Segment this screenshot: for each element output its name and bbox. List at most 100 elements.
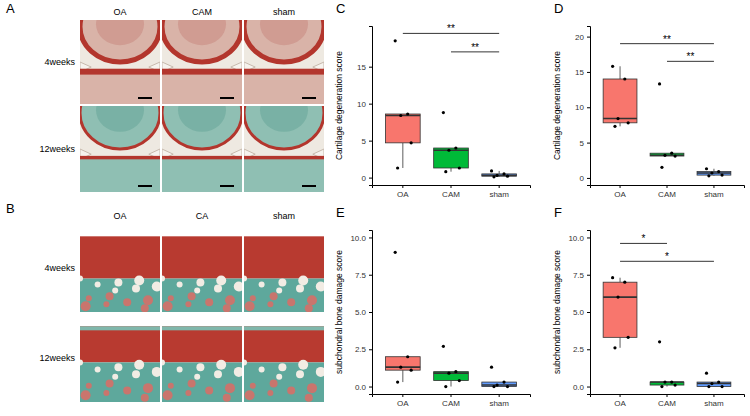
data-point: [658, 82, 661, 85]
y-tick-mark: [587, 349, 590, 350]
x-axis: OA CAM sham: [373, 394, 531, 408]
y-tick-label: 10: [575, 103, 584, 112]
data-point: [490, 169, 493, 172]
histology-image: [80, 314, 160, 402]
x-tick-label: OA: [614, 190, 626, 199]
marrow-cell: [276, 374, 282, 380]
tibia-cartilage: [162, 156, 242, 159]
y-tick: 10.0: [568, 234, 590, 243]
marrow-cell: [234, 367, 242, 377]
significance-label: **: [663, 34, 671, 45]
whisker-high: [620, 66, 621, 79]
data-point: [707, 174, 710, 177]
cartilage-layer: [162, 326, 242, 362]
data-point: [720, 385, 723, 388]
tibia: [162, 70, 242, 104]
image-background: [162, 314, 242, 402]
data-point: [674, 154, 677, 157]
data-point: [442, 111, 445, 114]
y-axis-title: subchondral bone damage score: [334, 250, 344, 374]
y-tick-label: 20: [575, 33, 584, 42]
marrow-cell: [267, 301, 273, 307]
panel-letter: B: [6, 201, 15, 216]
box-body: [697, 172, 731, 176]
x-tick-label: CAM: [442, 399, 460, 408]
data-point: [394, 251, 397, 254]
data-point: [705, 167, 708, 170]
marrow-cell: [132, 370, 140, 378]
data-point: [611, 276, 614, 279]
box: [650, 153, 684, 156]
scale-bar: [220, 185, 234, 187]
marrow-cell: [188, 379, 196, 387]
y-tick: 20: [575, 33, 590, 42]
femur-marrow: [96, 106, 144, 132]
median: [697, 383, 731, 385]
y-tick: 7.5: [573, 271, 590, 280]
column-label: OA: [113, 7, 126, 17]
histology-image: [162, 106, 242, 192]
femur: [244, 106, 324, 149]
histology-image: [244, 314, 324, 402]
y-tick-label: 15: [575, 68, 584, 77]
y-tick: 15: [575, 68, 590, 77]
marrow-cell: [106, 292, 114, 300]
x-tick: sham: [489, 394, 509, 408]
marrow-cell: [267, 390, 273, 396]
marrow-cell: [196, 279, 204, 287]
marrow-cell: [287, 387, 295, 395]
x-tick-label: sham: [489, 399, 509, 408]
marrow-cell: [163, 301, 173, 311]
tibia: [244, 70, 324, 104]
femur-marrow: [178, 106, 226, 132]
y-tick-label: 2.5: [573, 345, 585, 354]
y-tick-label: 0: [580, 174, 585, 183]
x-tick-label: OA: [397, 190, 409, 199]
y-tick-label: 10: [357, 100, 366, 109]
x-tick-mark: [402, 394, 403, 397]
y-tick-label: 5.0: [355, 308, 367, 317]
y-tick-mark: [587, 37, 590, 38]
y-tick-label: 5: [362, 137, 367, 146]
marrow-cell: [250, 383, 256, 389]
y-tick-label: 2.5: [355, 345, 367, 354]
marrow-cell: [296, 285, 304, 293]
data-point: [670, 380, 673, 383]
median: [603, 296, 637, 298]
data-point: [710, 171, 713, 174]
femur-marrow: [96, 20, 144, 45]
surface-fibrillation: [244, 326, 324, 330]
column-label: sham: [273, 211, 295, 221]
tibia-cartilage: [80, 156, 160, 159]
y-tick: 10.0: [350, 234, 372, 243]
chart-panel: D05101520OACAMshamCartilage degeneration…: [552, 1, 745, 199]
x-tick-label: sham: [704, 190, 724, 199]
x-tick-mark: [620, 185, 621, 188]
x-tick-label: CAM: [658, 190, 676, 199]
y-tick-label: 0.0: [573, 383, 585, 392]
y-tick-mark: [369, 387, 372, 388]
panel-letter: A: [6, 1, 15, 16]
y-axis: 051015: [357, 27, 372, 186]
cartilage-layer: [244, 326, 324, 362]
y-tick-mark: [587, 178, 590, 179]
marrow-cell: [114, 363, 122, 371]
marrow-cell: [259, 282, 265, 288]
data-point: [399, 366, 402, 369]
cartilage-layer: [80, 326, 160, 362]
surface-fibrillation: [80, 326, 160, 330]
row-label: 12weeks: [39, 144, 75, 154]
x-tick: OA: [397, 394, 409, 408]
whisker-low: [402, 143, 403, 168]
whisker-high: [713, 169, 714, 172]
tibia: [80, 158, 160, 192]
marrow-cell: [132, 285, 140, 293]
marrow-cell: [205, 298, 213, 306]
significance-label: **: [687, 51, 695, 62]
x-tick: CAM: [442, 394, 460, 408]
marrow-cell: [112, 288, 118, 294]
marrow-cell: [307, 295, 317, 305]
y-tick-mark: [587, 275, 590, 276]
marrow-cell: [194, 374, 200, 380]
marrow-cell: [188, 292, 196, 300]
